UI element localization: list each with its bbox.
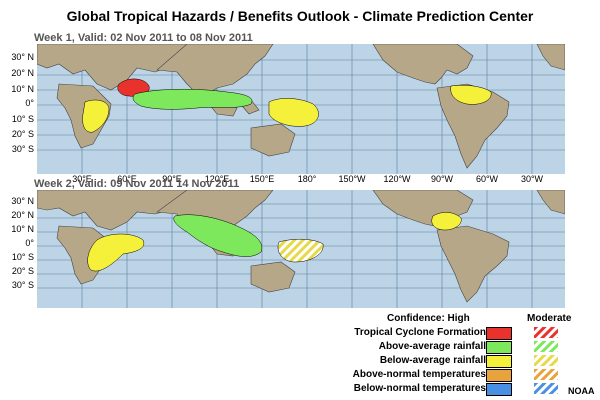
hazard-below-average-rainfall-central-america bbox=[431, 212, 462, 231]
legend-row-below-average-rainfall: Below-average rainfall bbox=[300, 355, 580, 369]
lon-label: 120°W bbox=[383, 174, 411, 184]
week1-label: Week 1, Valid: 02 Nov 2011 to 08 Nov 201… bbox=[34, 32, 253, 44]
legend-label: Below-normal temperatures bbox=[353, 383, 486, 394]
legend-swatch-moderate bbox=[534, 355, 558, 366]
legend-row-below-normal-temperatures: Below-normal temperatures bbox=[300, 383, 580, 397]
lat-label: 10° N bbox=[11, 224, 34, 234]
lat-label: 30° S bbox=[11, 144, 34, 154]
lat-label: 10° S bbox=[11, 252, 34, 262]
legend-swatch-moderate bbox=[534, 341, 558, 352]
legend-label: Tropical Cyclone Formation bbox=[354, 327, 486, 338]
lon-label: 120°E bbox=[204, 174, 230, 184]
legend-label: Above-normal temperatures bbox=[352, 369, 486, 380]
legend-row-tropical-cyclone: Tropical Cyclone Formation bbox=[300, 327, 580, 341]
hazard-below-average-rainfall-africa bbox=[87, 233, 145, 272]
legend-row-above-normal-temperatures: Above-normal temperatures bbox=[300, 369, 580, 383]
lat-label: 0° bbox=[25, 238, 34, 248]
lat-label: 20° N bbox=[11, 68, 34, 78]
noaa-credit: NOAA bbox=[568, 386, 595, 396]
page-title: Global Tropical Hazards / Benefits Outlo… bbox=[66, 8, 534, 24]
lon-label: 30°W bbox=[520, 174, 544, 184]
legend-swatch-moderate bbox=[534, 327, 558, 338]
lat-label: 30° S bbox=[11, 280, 34, 290]
legend-header-high: Confidence: High bbox=[387, 313, 470, 324]
hazard-below-average-rainfall-pacific-moderate bbox=[277, 239, 324, 263]
week2-label: Week 2, Valid: 09 Nov 2011 14 Nov 2011 bbox=[34, 178, 240, 190]
lon-label: 150°E bbox=[249, 174, 275, 184]
legend-label: Below-average rainfall bbox=[379, 355, 486, 366]
hazard-below-average-rainfall-africa bbox=[82, 99, 110, 133]
lon-label: 90°E bbox=[162, 174, 182, 184]
hazard-above-average-rainfall bbox=[173, 214, 263, 257]
lat-label: 20° S bbox=[11, 266, 34, 276]
legend-swatch-high bbox=[486, 341, 512, 354]
lon-label: 90°W bbox=[430, 174, 454, 184]
week1-lon-axis: 30°E 60°E 90°E 120°E 150°E 180° 150°W 12… bbox=[37, 174, 565, 186]
lon-label: 30°E bbox=[72, 174, 92, 184]
legend-swatch-high bbox=[486, 369, 512, 382]
hazard-above-average-rainfall bbox=[132, 88, 253, 110]
legend-header-moderate: Moderate bbox=[527, 313, 572, 324]
lat-label: 10° N bbox=[11, 84, 34, 94]
lon-label: 60°W bbox=[475, 174, 499, 184]
lat-label: 20° N bbox=[11, 210, 34, 220]
lat-label: 30° N bbox=[11, 196, 34, 206]
lat-label: 20° S bbox=[11, 129, 34, 139]
legend-swatch-moderate bbox=[534, 369, 558, 380]
week1-lat-axis: 30° N 20° N 10° N 0° 10° S 20° S 30° S bbox=[0, 44, 40, 174]
legend-label: Above-average rainfall bbox=[378, 341, 486, 352]
week2-lat-axis: 30° N 20° N 10° N 0° 10° S 20° S 30° S bbox=[0, 190, 40, 308]
hazard-below-average-rainfall-south-america bbox=[450, 85, 492, 105]
legend-row-above-average-rainfall: Above-average rainfall bbox=[300, 341, 580, 355]
legend-swatch-high bbox=[486, 383, 512, 396]
lat-label: 10° S bbox=[11, 114, 34, 124]
legend-swatch-high bbox=[486, 355, 512, 368]
lat-label: 0° bbox=[25, 98, 34, 108]
lat-label: 30° N bbox=[11, 52, 34, 62]
week2-map bbox=[37, 190, 565, 308]
lon-label: 60°E bbox=[117, 174, 137, 184]
lon-label: 150°W bbox=[338, 174, 366, 184]
lon-label: 180° bbox=[297, 174, 317, 184]
week1-map bbox=[37, 44, 565, 174]
legend-swatch-moderate bbox=[534, 383, 558, 394]
hazard-below-average-rainfall-pacific bbox=[268, 98, 319, 127]
legend-swatch-high bbox=[486, 327, 512, 340]
